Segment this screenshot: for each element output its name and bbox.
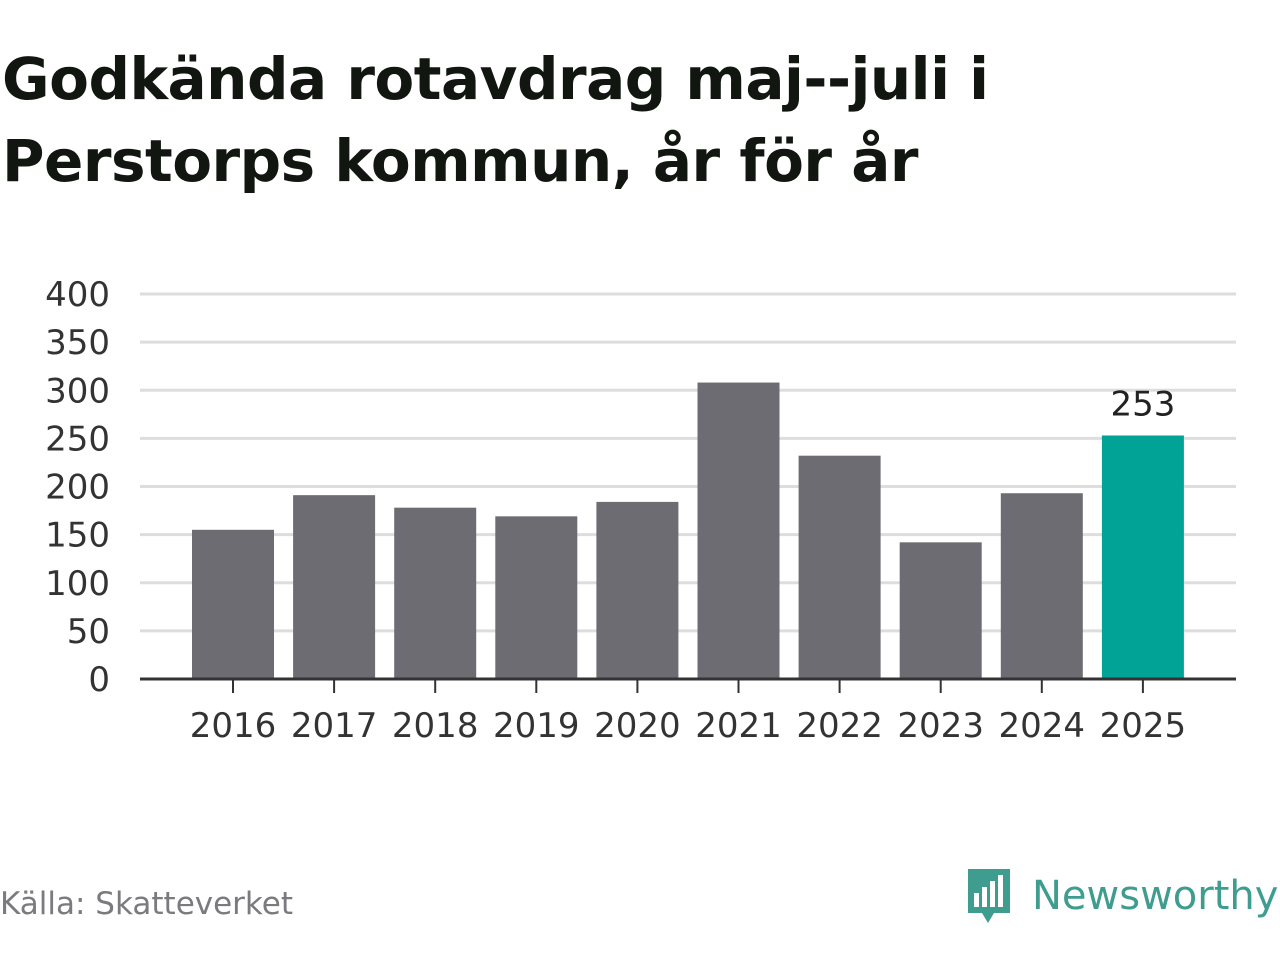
y-tick-label: 100 (45, 564, 110, 604)
gridlines (140, 292, 1236, 633)
bar-2020 (596, 501, 679, 679)
source-note: Källa: Skatteverket (0, 886, 294, 922)
x-tick-label: 2017 (291, 706, 378, 746)
y-tick-label: 50 (67, 612, 110, 652)
x-tick-label: 2016 (190, 706, 277, 746)
x-tick-label: 2020 (594, 706, 681, 746)
y-tick-label: 300 (45, 371, 110, 411)
x-tick-label: 2025 (1100, 706, 1187, 746)
bar-2018 (394, 507, 477, 679)
chart-title: Godkända rotavdrag maj--juli i Perstorps… (2, 45, 989, 195)
x-tick-label: 2022 (796, 706, 883, 746)
x-tick-label: 2023 (897, 706, 984, 746)
newsworthy-logo[interactable]: Newsworthy (964, 864, 1278, 928)
bar-2023 (899, 542, 982, 679)
x-axis-ticks: 2016 2017 2018 2019 2020 2021 2022 2023 2024 2025 (140, 677, 1236, 746)
y-tick-label: 150 (45, 516, 110, 556)
y-tick-label: 400 (45, 275, 110, 315)
bar-2016 (192, 529, 274, 679)
y-axis-ticks: 0 50 100 150 200 250 300 350 400 (45, 275, 110, 700)
x-tick-label: 2024 (999, 706, 1086, 746)
bar-2021 (697, 382, 780, 679)
x-tick-label: 2019 (493, 706, 580, 746)
y-tick-label: 350 (45, 323, 110, 363)
bars (192, 382, 1184, 679)
newsworthy-logo-icon (968, 869, 1010, 923)
bar-2025 (1101, 435, 1184, 679)
bar-2017 (293, 495, 376, 679)
x-tick-label: 2018 (392, 706, 479, 746)
bar-2019 (495, 516, 578, 679)
data-labels: 253 (1110, 384, 1175, 424)
x-tick-label: 2021 (695, 706, 782, 746)
y-tick-label: 200 (45, 468, 110, 508)
logo-wordmark: Newsworthy (1032, 873, 1279, 919)
data-label: 253 (1110, 384, 1175, 424)
bar-2024 (1000, 493, 1083, 679)
bar-2022 (798, 455, 881, 679)
y-tick-label: 250 (45, 419, 110, 459)
y-tick-label: 0 (88, 660, 110, 700)
